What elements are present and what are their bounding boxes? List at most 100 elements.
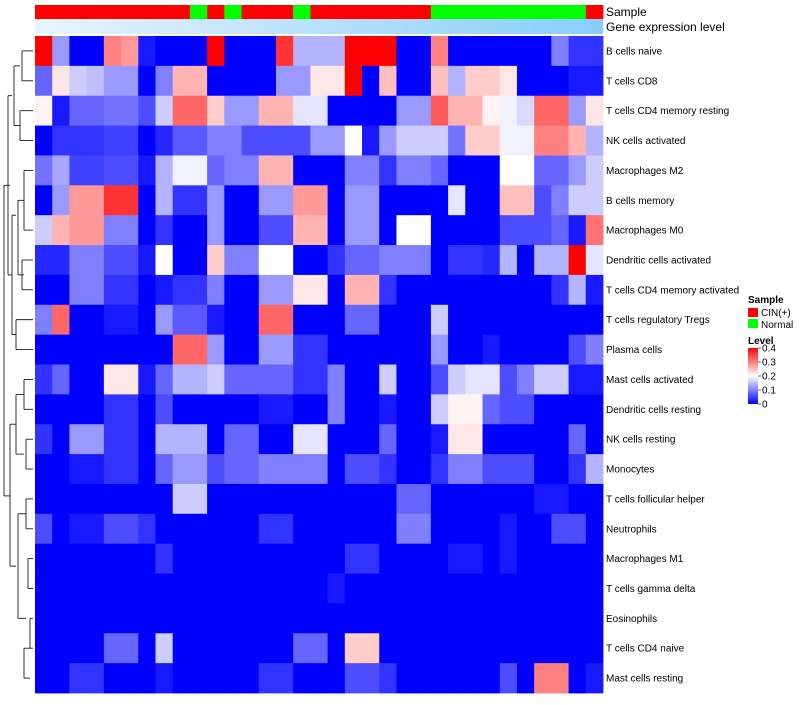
heatmap-cell <box>465 543 483 574</box>
heatmap-cell <box>138 483 156 515</box>
heatmap-cell <box>465 155 483 186</box>
row-labels: B cells naive T cells CD8 T cells CD4 memo… <box>606 46 739 684</box>
heatmap-cell <box>241 155 260 186</box>
heatmap-cell <box>86 394 105 425</box>
heatmap-cell <box>258 394 277 425</box>
heatmap-cell <box>585 95 604 126</box>
heatmap-cell <box>482 125 501 156</box>
row-label: T cells regulatory Tregs <box>606 315 710 326</box>
row-label: T cells CD4 memory resting <box>606 106 729 117</box>
heatmap-cell <box>155 245 174 276</box>
heatmap-cell <box>189 274 208 306</box>
heatmap-cell <box>172 245 191 276</box>
legend-level-title: Level <box>748 336 774 347</box>
heatmap-cell <box>207 95 225 126</box>
heatmap-cell <box>413 36 432 67</box>
heatmap-cell <box>362 65 380 97</box>
heatmap-cell <box>465 65 483 97</box>
heatmap-cell <box>121 304 139 336</box>
heatmap-cell <box>585 334 604 365</box>
heatmap-cell <box>103 513 122 545</box>
heatmap-cell <box>362 663 380 694</box>
heatmap-cell <box>430 483 449 515</box>
heatmap-cell <box>155 573 174 604</box>
sample-annotation-cell <box>86 5 105 19</box>
heatmap-cell <box>138 215 156 246</box>
heatmap-cell <box>189 36 208 67</box>
heatmap-cell <box>448 125 466 156</box>
heatmap-cell <box>86 334 105 365</box>
heatmap-cell <box>207 36 225 67</box>
heatmap-cell <box>362 334 380 365</box>
heatmap-cell <box>516 513 535 545</box>
heatmap-cell <box>86 304 105 336</box>
heatmap-cell <box>275 543 294 574</box>
heatmap-cell <box>52 543 70 574</box>
heatmap-cell <box>482 454 501 485</box>
heatmap-cell <box>189 513 208 545</box>
heatmap-cell <box>172 603 191 634</box>
row-label: NK cells resting <box>606 435 675 446</box>
heatmap-cell <box>344 513 363 545</box>
heatmap-cell <box>121 36 139 67</box>
heatmap-cell <box>103 304 122 336</box>
heatmap-cell <box>69 573 88 604</box>
sample-annotation-bar <box>35 5 604 19</box>
heatmap-cell <box>138 633 156 664</box>
heatmap-cell <box>189 573 208 604</box>
heatmap-cell <box>103 95 122 126</box>
heatmap-cell <box>344 633 363 664</box>
heatmap-cell <box>362 394 380 425</box>
level-tick-label: 0.2 <box>762 372 776 383</box>
heatmap-cell <box>103 454 122 485</box>
heatmap-cell <box>413 394 432 425</box>
heatmap-cell <box>516 483 535 515</box>
heatmap-cell <box>155 304 174 336</box>
heatmap-cell <box>516 334 535 365</box>
heatmap-cell <box>310 394 328 425</box>
heatmap-cell <box>482 573 501 604</box>
heatmap-cell <box>327 185 346 216</box>
heatmap-cell <box>189 334 208 365</box>
heatmap-cell <box>482 95 501 126</box>
heatmap-cell <box>448 573 466 604</box>
heatmap-cell <box>172 155 191 186</box>
heatmap-cell <box>138 65 156 97</box>
heatmap-cell <box>430 245 449 276</box>
heatmap-cell <box>516 454 535 485</box>
heatmap-cell <box>224 454 242 485</box>
heatmap-cell <box>69 36 88 67</box>
heatmap-cell <box>327 274 346 306</box>
heatmap-cell <box>379 215 397 246</box>
heatmap-cell <box>35 155 53 186</box>
heatmap-cell <box>155 274 174 306</box>
heatmap-cell <box>551 245 569 276</box>
heatmap-cell <box>52 274 70 306</box>
heatmap-cell <box>413 633 432 664</box>
legend-sample-title: Sample <box>748 295 784 306</box>
heatmap-cell <box>465 394 483 425</box>
heatmap-cell <box>69 274 88 306</box>
heatmap-cell <box>69 663 88 694</box>
heatmap-cell <box>482 185 501 216</box>
heatmap-cell <box>258 483 277 515</box>
heatmap-cell <box>86 603 105 634</box>
heatmap-cell <box>396 663 415 694</box>
heatmap-cell <box>207 185 225 216</box>
heatmap-cell <box>207 603 225 634</box>
heatmap-cell <box>189 483 208 515</box>
heatmap-cell <box>258 274 277 306</box>
heatmap-cell <box>86 424 105 455</box>
heatmap-cell <box>534 543 552 574</box>
heatmap-cell <box>568 633 587 664</box>
heatmap-cell <box>448 394 466 425</box>
heatmap-cell <box>69 513 88 545</box>
heatmap-cell <box>138 454 156 485</box>
heatmap-cell <box>189 155 208 186</box>
heatmap-cell <box>275 65 294 97</box>
heatmap-cell <box>86 155 105 186</box>
heatmap-cell <box>172 95 191 126</box>
heatmap-cell <box>344 65 363 97</box>
heatmap-cell <box>69 155 88 186</box>
